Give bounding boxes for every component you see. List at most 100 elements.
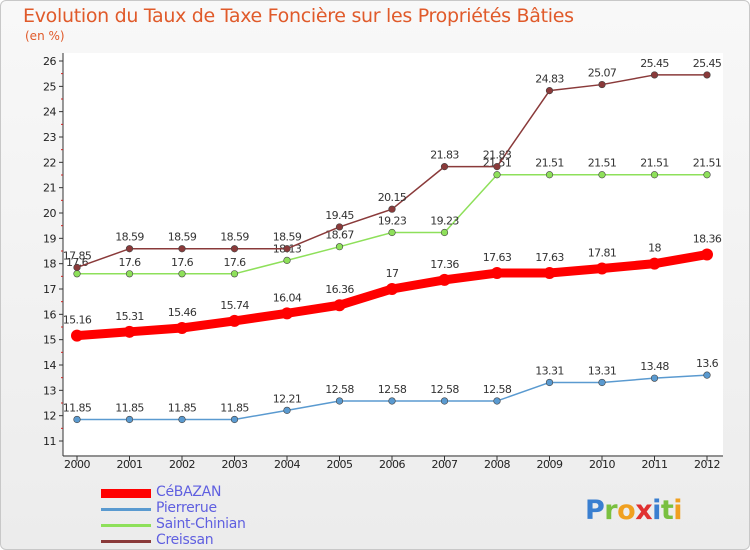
data-point-c-bazan (438, 273, 451, 286)
data-point-pierrerue (178, 415, 186, 424)
data-label-pierrerue: 13.31 (588, 364, 617, 377)
data-point-saint-chinian (388, 228, 396, 237)
x-tick-label: 2003 (222, 458, 248, 471)
data-label-pierrerue: 13.6 (696, 357, 719, 370)
data-label-creissan: 25.45 (640, 57, 669, 70)
data-point-creissan (178, 245, 186, 253)
svg-text:Proxiti: Proxiti (585, 495, 682, 526)
data-point-saint-chinian (703, 171, 711, 179)
data-label-creissan: 18.59 (168, 231, 197, 244)
data-point-creissan (493, 163, 501, 171)
legend: CéBAZAN Pierrerue Saint-Chinian Creissan (101, 484, 361, 549)
x-tick-label: 2004 (274, 458, 300, 471)
data-point-c-bazan (71, 329, 83, 342)
data-point-c-bazan (648, 257, 661, 270)
data-label-creissan: 25.45 (693, 57, 722, 70)
y-tick-label: 26 (43, 55, 56, 68)
data-point-creissan (125, 245, 134, 253)
data-point-c-bazan (281, 307, 293, 320)
y-tick-label: 12 (43, 410, 56, 423)
data-point-saint-chinian (650, 171, 659, 179)
y-tick-label: 24 (43, 106, 56, 119)
data-point-creissan (545, 87, 554, 95)
data-point-creissan (703, 71, 711, 79)
data-point-pierrerue (493, 397, 501, 405)
data-label-saint-chinian: 17.6 (171, 256, 194, 269)
data-label-c-bazan: 17.63 (535, 251, 564, 264)
data-label-creissan: 21.83 (430, 149, 459, 162)
legend-item-cebazan: CéBAZAN (101, 484, 361, 501)
data-label-saint-chinian: 21.51 (535, 157, 564, 170)
plot-area (63, 53, 723, 455)
data-label-c-bazan: 18 (648, 242, 661, 255)
data-label-pierrerue: 13.48 (640, 360, 669, 373)
legend-label-cebazan: CéBAZAN (156, 484, 222, 500)
data-label-c-bazan: 17.36 (430, 258, 459, 271)
data-point-creissan (283, 245, 291, 253)
data-point-creissan (598, 80, 606, 89)
data-point-pierrerue (230, 415, 239, 424)
data-label-creissan: 18.59 (115, 231, 144, 244)
legend-swatch-pierrerue (101, 508, 151, 511)
data-point-c-bazan (596, 262, 608, 275)
data-label-pierrerue: 11.85 (63, 401, 92, 414)
data-label-c-bazan: 17 (386, 267, 399, 280)
chart-title: Evolution du Taux de Taxe Foncière sur l… (23, 5, 574, 27)
data-point-pierrerue (283, 406, 291, 414)
x-tick-label: 2008 (484, 458, 510, 471)
legend-label-creissan: Creissan (156, 532, 214, 548)
x-tick-label: 2007 (432, 458, 458, 471)
x-tick-label: 2012 (694, 458, 720, 471)
data-label-pierrerue: 11.85 (168, 401, 197, 414)
y-tick-label: 19 (43, 232, 56, 245)
legend-label-saint-chinian: Saint-Chinian (156, 516, 246, 532)
data-label-saint-chinian: 21.51 (588, 157, 617, 170)
data-point-creissan (650, 71, 659, 79)
legend-item-saint-chinian: Saint-Chinian (101, 516, 361, 533)
data-label-pierrerue: 12.58 (483, 383, 512, 396)
data-point-creissan (440, 163, 449, 171)
data-point-pierrerue (650, 374, 659, 382)
legend-label-pierrerue: Pierrerue (156, 500, 217, 516)
legend-swatch-cebazan (101, 489, 151, 498)
y-tick-label: 25 (43, 80, 56, 93)
data-point-c-bazan (228, 314, 241, 327)
y-tick-label: 11 (43, 435, 56, 448)
data-label-creissan: 18.59 (273, 231, 302, 244)
data-label-saint-chinian: 21.51 (640, 157, 669, 170)
data-label-c-bazan: 16.36 (325, 283, 354, 296)
data-point-saint-chinian (493, 171, 501, 179)
data-label-saint-chinian: 19.23 (378, 215, 407, 228)
y-tick-label: 21 (43, 182, 56, 195)
y-tick-label: 14 (43, 359, 56, 372)
x-tick-label: 2001 (117, 458, 143, 471)
y-tick-label: 20 (43, 207, 56, 220)
y-tick-label: 13 (43, 384, 56, 397)
data-point-saint-chinian (178, 270, 186, 278)
data-label-c-bazan: 15.31 (115, 310, 144, 323)
data-point-saint-chinian (230, 270, 239, 278)
data-label-creissan: 19.45 (325, 209, 354, 222)
data-label-c-bazan: 17.81 (588, 246, 617, 259)
data-point-creissan (230, 245, 239, 253)
x-tick-label: 2010 (589, 458, 615, 471)
data-point-pierrerue (388, 397, 396, 405)
data-label-creissan: 25.07 (588, 67, 617, 80)
x-tick-label: 2006 (379, 458, 405, 471)
x-tick-label: 2011 (642, 458, 668, 471)
data-point-saint-chinian (125, 270, 134, 278)
data-point-c-bazan (123, 325, 136, 338)
data-point-saint-chinian (440, 228, 449, 237)
data-label-c-bazan: 18.36 (693, 233, 722, 246)
data-point-saint-chinian (545, 171, 554, 179)
data-point-pierrerue (440, 397, 449, 405)
proxiti-logo: Proxiti (585, 495, 683, 526)
data-label-saint-chinian: 17.6 (118, 256, 141, 269)
data-label-c-bazan: 16.04 (273, 291, 302, 304)
data-label-pierrerue: 12.58 (430, 383, 459, 396)
data-point-pierrerue (703, 371, 711, 379)
y-tick-label: 18 (43, 258, 56, 271)
x-tick-label: 2009 (537, 458, 563, 471)
